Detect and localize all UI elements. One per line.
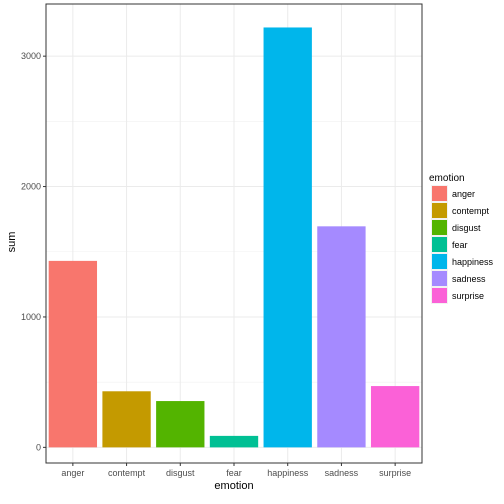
legend-swatch-disgust [432,220,447,235]
legend-swatch-fear [432,237,447,252]
x-tick-label: sadness [325,468,359,478]
legend: emotion anger contempt disgust fear happines… [429,173,494,304]
bar-contempt [102,391,151,448]
x-tick-label: contempt [108,468,146,478]
legend-label: disgust [452,223,481,233]
bar-fear [209,435,259,448]
x-axis-title: emotion [214,480,253,492]
y-tick-label: 2000 [21,182,41,192]
y-axis: 0 1000 2000 3000 [21,51,46,452]
legend-swatch-happiness [432,254,447,269]
x-tick-label: surprise [379,468,411,478]
bars [48,27,420,448]
y-tick-label: 1000 [21,312,41,322]
legend-swatch-surprise [432,288,447,303]
legend-title: emotion [429,173,465,184]
legend-label: surprise [452,291,484,301]
legend-swatch-sadness [432,271,447,286]
bar-sadness [317,226,366,448]
x-tick-label: disgust [166,468,195,478]
bar-anger [48,260,98,448]
legend-label: anger [452,189,475,199]
bar-disgust [156,401,205,448]
bar-happiness [263,27,312,448]
legend-label: sadness [452,274,486,284]
x-tick-label: fear [226,468,242,478]
y-axis-title: sum [6,232,18,253]
y-tick-label: 3000 [21,51,41,61]
x-tick-label: anger [61,468,84,478]
x-tick-label: happiness [267,468,309,478]
bar-surprise [370,386,420,448]
legend-swatch-contempt [432,203,447,218]
y-tick-label: 0 [36,442,41,452]
legend-label: fear [452,240,468,250]
x-axis: anger contempt disgust fear happiness sadness… [61,463,411,478]
legend-label: happiness [452,257,494,267]
legend-label: contempt [452,206,490,216]
legend-swatch-anger [432,186,447,201]
